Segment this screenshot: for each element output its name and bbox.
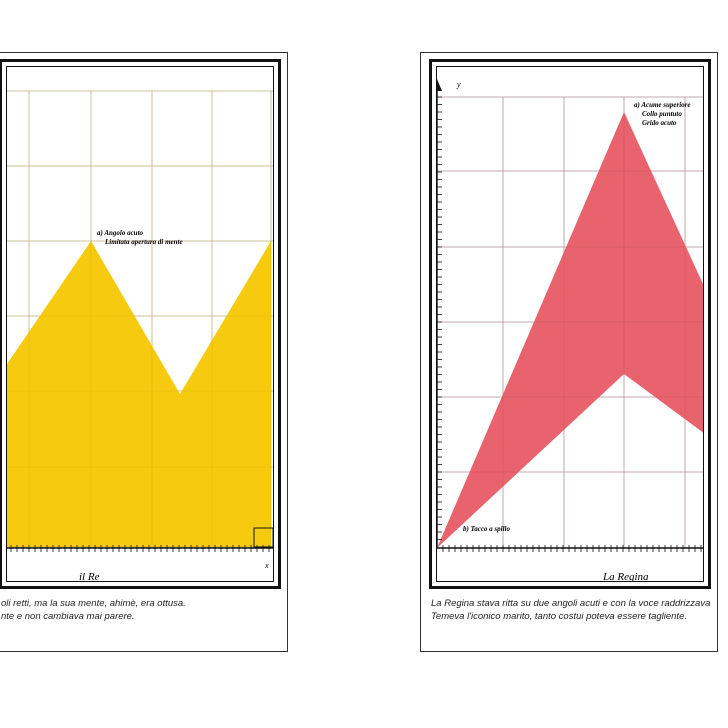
queen-card: y a) Acume superiore Collo puntuto Grido… bbox=[420, 52, 718, 652]
king-caption-line-2: nte e non cambiava mai parere. bbox=[1, 611, 135, 622]
king-caption: oli retti, ma la sua mente, ahimè, era o… bbox=[1, 597, 281, 623]
king-caption-line-1: oli retti, ma la sua mente, ahimè, era o… bbox=[1, 598, 186, 609]
queen-graph: y a) Acume superiore Collo puntuto Grido… bbox=[437, 79, 703, 582]
king-graph: a) Angolo acuto Limitata apertura di men… bbox=[7, 90, 273, 582]
king-label: il Re bbox=[79, 571, 100, 582]
queen-annotation-line-3: Grido acuto bbox=[642, 119, 677, 127]
king-x-axis-letter: x bbox=[264, 561, 269, 570]
queen-frame: y a) Acume superiore Collo puntuto Grido… bbox=[429, 59, 711, 589]
king-annotation-line-2: Limitata apertura di mente bbox=[104, 238, 183, 246]
queen-y-ticks bbox=[437, 96, 442, 540]
king-x-ticks bbox=[10, 545, 270, 552]
queen-bottom-annotation: b) Tacco a spillo bbox=[463, 525, 510, 533]
queen-caption-line-1: La Regina stava ritta su due angoli acut… bbox=[431, 598, 711, 609]
queen-plot-area: y a) Acume superiore Collo puntuto Grido… bbox=[436, 66, 704, 582]
queen-y-axis-letter: y bbox=[456, 80, 461, 89]
queen-x-ticks bbox=[442, 545, 702, 552]
queen-red-shape bbox=[437, 112, 703, 548]
queen-annotation-line-1: a) Acume superiore bbox=[634, 101, 691, 109]
queen-label: La Regina bbox=[602, 571, 649, 582]
king-right-angle-mark bbox=[253, 527, 273, 548]
king-frame: a) Angolo acuto Limitata apertura di men… bbox=[0, 59, 281, 589]
king-plot-area: a) Angolo acuto Limitata apertura di men… bbox=[6, 66, 274, 582]
king-annotation-line-1: a) Angolo acuto bbox=[97, 229, 144, 237]
king-card: a) Angolo acuto Limitata apertura di men… bbox=[0, 52, 288, 652]
queen-annotation-line-2: Collo puntuto bbox=[642, 110, 682, 118]
queen-caption: La Regina stava ritta su due angoli acut… bbox=[431, 597, 711, 623]
king-yellow-shape bbox=[7, 241, 271, 547]
queen-caption-line-2: Temeva l'iconico marito, tanto costui po… bbox=[431, 611, 687, 622]
queen-y-axis-arrow bbox=[437, 79, 442, 91]
